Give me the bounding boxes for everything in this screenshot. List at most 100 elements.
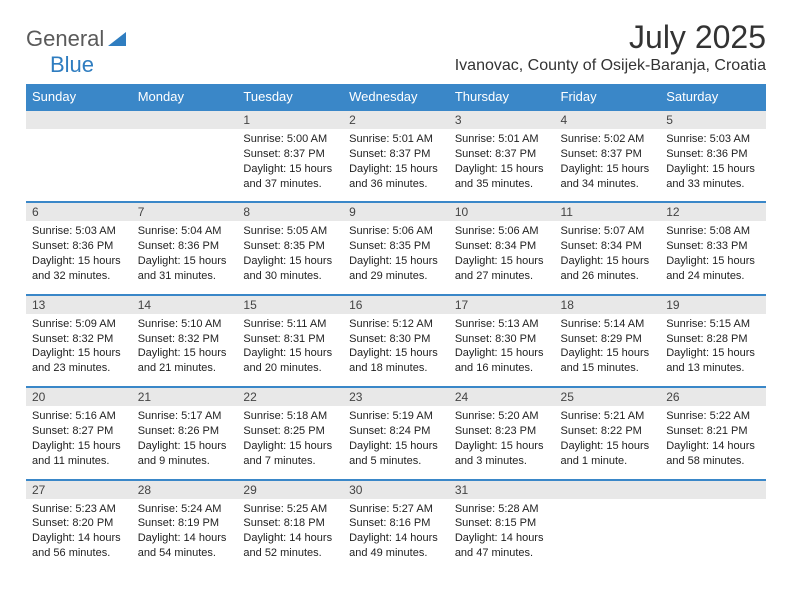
- week-number-row: 13141516171819: [26, 295, 766, 314]
- day-cell: Sunrise: 5:13 AMSunset: 8:30 PMDaylight:…: [449, 314, 555, 386]
- daylight-line2: and 56 minutes.: [32, 546, 126, 561]
- sunset-text: Sunset: 8:26 PM: [138, 424, 232, 439]
- day-number: 2: [343, 111, 449, 129]
- daylight-line1: Daylight: 15 hours: [243, 254, 337, 269]
- day-number: 28: [132, 481, 238, 499]
- daylight-line1: Daylight: 15 hours: [349, 254, 443, 269]
- daylight-line2: and 30 minutes.: [243, 269, 337, 284]
- sunset-text: Sunset: 8:36 PM: [32, 239, 126, 254]
- daylight-line2: and 31 minutes.: [138, 269, 232, 284]
- day-cell: Sunrise: 5:02 AMSunset: 8:37 PMDaylight:…: [555, 129, 661, 201]
- daylight-line1: Daylight: 15 hours: [561, 254, 655, 269]
- day-number: 9: [343, 203, 449, 221]
- sunrise-text: Sunrise: 5:23 AM: [32, 502, 126, 517]
- daylight-line2: and 36 minutes.: [349, 177, 443, 192]
- sunset-text: Sunset: 8:27 PM: [32, 424, 126, 439]
- daylight-line1: Daylight: 15 hours: [455, 162, 549, 177]
- sunset-text: Sunset: 8:37 PM: [455, 147, 549, 162]
- sunrise-text: Sunrise: 5:01 AM: [349, 132, 443, 147]
- daylight-line2: and 11 minutes.: [32, 454, 126, 469]
- daylight-line2: and 16 minutes.: [455, 361, 549, 376]
- dow-sunday: Sunday: [26, 84, 132, 110]
- day-cell: Sunrise: 5:03 AMSunset: 8:36 PMDaylight:…: [660, 129, 766, 201]
- page-header: General Blue July 2025 Ivanovac, County …: [26, 20, 766, 78]
- day-cell: Sunrise: 5:23 AMSunset: 8:20 PMDaylight:…: [26, 499, 132, 571]
- sunrise-text: Sunrise: 5:17 AM: [138, 409, 232, 424]
- sunset-text: Sunset: 8:20 PM: [32, 516, 126, 531]
- daylight-line1: Daylight: 15 hours: [138, 346, 232, 361]
- week-number-row: 12345: [26, 110, 766, 129]
- sunrise-text: Sunrise: 5:15 AM: [666, 317, 760, 332]
- daylight-line1: Daylight: 15 hours: [666, 346, 760, 361]
- sunrise-text: Sunrise: 5:04 AM: [138, 224, 232, 239]
- sunrise-text: Sunrise: 5:27 AM: [349, 502, 443, 517]
- day-cell-empty: [555, 499, 661, 563]
- day-number: 17: [449, 296, 555, 314]
- day-cell: Sunrise: 5:06 AMSunset: 8:35 PMDaylight:…: [343, 221, 449, 293]
- sunset-text: Sunset: 8:23 PM: [455, 424, 549, 439]
- day-cell: Sunrise: 5:25 AMSunset: 8:18 PMDaylight:…: [237, 499, 343, 571]
- daylight-line2: and 3 minutes.: [455, 454, 549, 469]
- daylight-line1: Daylight: 15 hours: [455, 439, 549, 454]
- day-cell: Sunrise: 5:16 AMSunset: 8:27 PMDaylight:…: [26, 406, 132, 478]
- sunrise-text: Sunrise: 5:28 AM: [455, 502, 549, 517]
- sunset-text: Sunset: 8:35 PM: [349, 239, 443, 254]
- dow-wednesday: Wednesday: [343, 84, 449, 110]
- sunset-text: Sunset: 8:21 PM: [666, 424, 760, 439]
- sunrise-text: Sunrise: 5:03 AM: [666, 132, 760, 147]
- sunset-text: Sunset: 8:22 PM: [561, 424, 655, 439]
- sunset-text: Sunset: 8:31 PM: [243, 332, 337, 347]
- day-cell: Sunrise: 5:08 AMSunset: 8:33 PMDaylight:…: [660, 221, 766, 293]
- daylight-line1: Daylight: 15 hours: [561, 439, 655, 454]
- daylight-line1: Daylight: 15 hours: [666, 162, 760, 177]
- sunrise-text: Sunrise: 5:11 AM: [243, 317, 337, 332]
- day-number: 10: [449, 203, 555, 221]
- daylight-line1: Daylight: 15 hours: [243, 346, 337, 361]
- daylight-line1: Daylight: 15 hours: [138, 439, 232, 454]
- day-number: 1: [237, 111, 343, 129]
- sunset-text: Sunset: 8:34 PM: [455, 239, 549, 254]
- day-number-empty: [26, 111, 132, 129]
- sunset-text: Sunset: 8:29 PM: [561, 332, 655, 347]
- sunrise-text: Sunrise: 5:07 AM: [561, 224, 655, 239]
- daylight-line2: and 9 minutes.: [138, 454, 232, 469]
- day-number: 15: [237, 296, 343, 314]
- day-cell: Sunrise: 5:09 AMSunset: 8:32 PMDaylight:…: [26, 314, 132, 386]
- week-content-row: Sunrise: 5:00 AMSunset: 8:37 PMDaylight:…: [26, 129, 766, 202]
- day-cell: Sunrise: 5:03 AMSunset: 8:36 PMDaylight:…: [26, 221, 132, 293]
- dow-tuesday: Tuesday: [237, 84, 343, 110]
- day-number: 11: [555, 203, 661, 221]
- logo-triangle-icon: [108, 30, 126, 49]
- day-number: 29: [237, 481, 343, 499]
- daylight-line2: and 23 minutes.: [32, 361, 126, 376]
- daylight-line1: Daylight: 15 hours: [32, 439, 126, 454]
- daylight-line1: Daylight: 14 hours: [455, 531, 549, 546]
- title-block: July 2025 Ivanovac, County of Osijek-Bar…: [455, 20, 766, 75]
- sunrise-text: Sunrise: 5:05 AM: [243, 224, 337, 239]
- sunset-text: Sunset: 8:33 PM: [666, 239, 760, 254]
- location-subtitle: Ivanovac, County of Osijek-Baranja, Croa…: [455, 57, 766, 75]
- day-number: 22: [237, 388, 343, 406]
- sunset-text: Sunset: 8:30 PM: [349, 332, 443, 347]
- daylight-line1: Daylight: 15 hours: [666, 254, 760, 269]
- daylight-line2: and 58 minutes.: [666, 454, 760, 469]
- daylight-line1: Daylight: 15 hours: [561, 346, 655, 361]
- sunset-text: Sunset: 8:19 PM: [138, 516, 232, 531]
- day-number-empty: [132, 111, 238, 129]
- day-cell: Sunrise: 5:05 AMSunset: 8:35 PMDaylight:…: [237, 221, 343, 293]
- daylight-line2: and 34 minutes.: [561, 177, 655, 192]
- day-number: 16: [343, 296, 449, 314]
- sunset-text: Sunset: 8:35 PM: [243, 239, 337, 254]
- sunrise-text: Sunrise: 5:16 AM: [32, 409, 126, 424]
- day-cell-empty: [132, 129, 238, 193]
- day-cell: Sunrise: 5:22 AMSunset: 8:21 PMDaylight:…: [660, 406, 766, 478]
- daylight-line2: and 21 minutes.: [138, 361, 232, 376]
- daylight-line1: Daylight: 15 hours: [349, 162, 443, 177]
- dow-friday: Friday: [555, 84, 661, 110]
- day-cell: Sunrise: 5:11 AMSunset: 8:31 PMDaylight:…: [237, 314, 343, 386]
- dow-saturday: Saturday: [660, 84, 766, 110]
- daylight-line2: and 13 minutes.: [666, 361, 760, 376]
- daylight-line2: and 47 minutes.: [455, 546, 549, 561]
- day-cell: Sunrise: 5:00 AMSunset: 8:37 PMDaylight:…: [237, 129, 343, 201]
- day-cell: Sunrise: 5:14 AMSunset: 8:29 PMDaylight:…: [555, 314, 661, 386]
